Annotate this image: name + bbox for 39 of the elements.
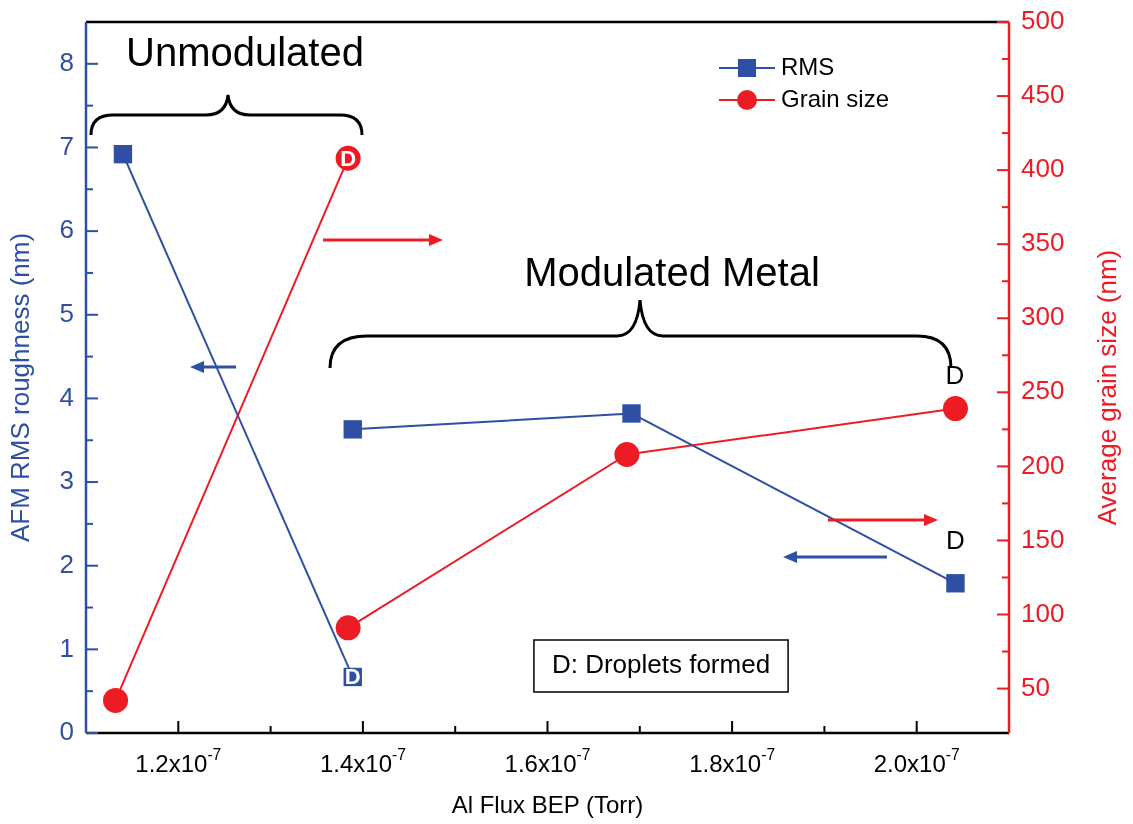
point <box>614 442 640 468</box>
annotation: D <box>946 525 965 556</box>
y-tick-label: 1 <box>59 632 74 663</box>
annotation: Unmodulated <box>126 30 364 75</box>
y-tick-label: 7 <box>59 130 74 161</box>
y2-tick-label: 150 <box>1021 523 1065 554</box>
y-tick-label: 0 <box>59 716 74 747</box>
point <box>942 396 968 422</box>
y2-tick-label: 400 <box>1021 153 1065 184</box>
y2-tick-label: 250 <box>1021 375 1065 406</box>
y2-axis-title: Average grain size (nm) <box>1092 249 1123 526</box>
y2-tick-label: 300 <box>1021 301 1065 332</box>
y2-tick-label: 50 <box>1021 671 1050 702</box>
y-axis-title: AFM RMS roughness (nm) <box>5 232 36 543</box>
y-tick-label: 2 <box>59 548 74 579</box>
y-tick-label: 8 <box>59 47 74 77</box>
y2-tick-label: 100 <box>1021 597 1065 628</box>
y2-tick-label: 500 <box>1021 5 1065 36</box>
point <box>946 574 965 593</box>
y2-tick-label: 200 <box>1021 449 1065 480</box>
annotation: D <box>344 664 361 690</box>
point <box>622 404 641 423</box>
y2-tick-label: 450 <box>1021 79 1065 110</box>
y-tick-label: 3 <box>59 465 74 496</box>
y2-tick-label: 350 <box>1021 227 1065 258</box>
legend-label: RMS <box>781 52 835 80</box>
annotation: Modulated Metal <box>524 250 820 295</box>
y-tick-label: 5 <box>59 297 74 328</box>
annotation: D <box>945 360 965 391</box>
y-tick-label: 6 <box>59 214 74 245</box>
point <box>335 615 361 641</box>
legend-label: Grain size <box>781 84 890 112</box>
point <box>113 144 133 164</box>
point <box>343 420 362 439</box>
annotation: D <box>340 146 357 172</box>
x-axis-title: Al Flux BEP (Torr) <box>451 790 644 818</box>
annotation: D: Droplets formed <box>551 649 771 680</box>
y-tick-label: 4 <box>59 381 74 412</box>
point <box>103 687 129 713</box>
